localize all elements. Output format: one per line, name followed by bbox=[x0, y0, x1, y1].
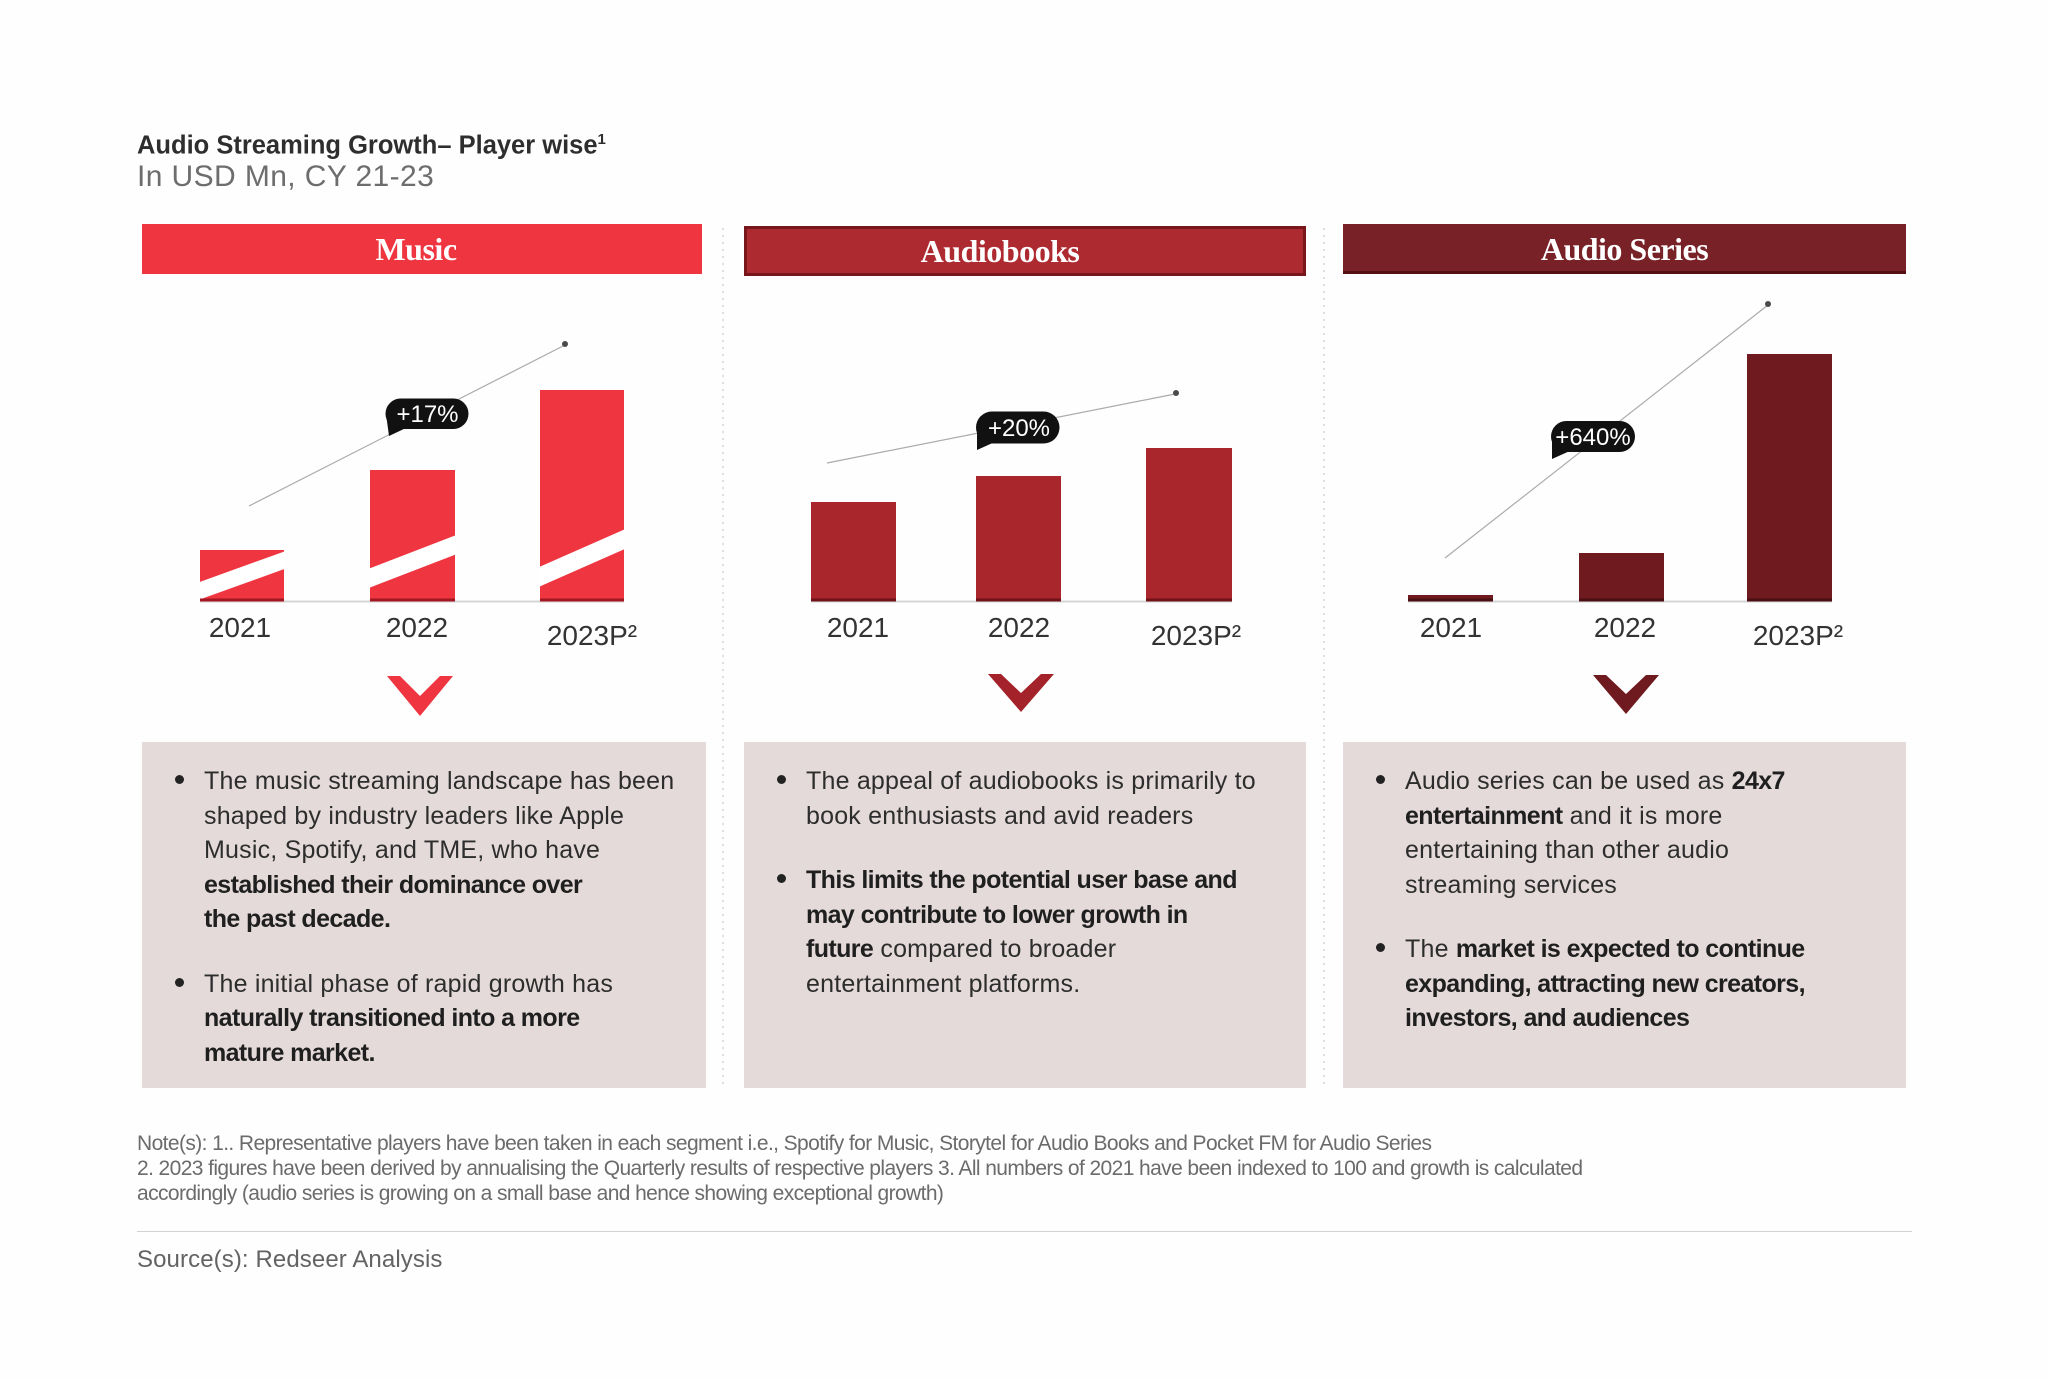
svg-text:2023P²: 2023P² bbox=[1753, 620, 1843, 651]
svg-text:2022: 2022 bbox=[1594, 612, 1656, 643]
svg-text:2023P²: 2023P² bbox=[1151, 620, 1241, 651]
svg-text:2022: 2022 bbox=[386, 612, 448, 643]
svg-text:+640%: +640% bbox=[1555, 424, 1630, 451]
svg-text:2023P²: 2023P² bbox=[547, 620, 637, 651]
svg-text:+17%: +17% bbox=[396, 401, 458, 428]
svg-text:2021: 2021 bbox=[209, 612, 271, 643]
svg-text:2021: 2021 bbox=[827, 612, 889, 643]
svg-text:+20%: +20% bbox=[988, 415, 1050, 442]
svg-text:2022: 2022 bbox=[988, 612, 1050, 643]
svg-text:2021: 2021 bbox=[1420, 612, 1482, 643]
